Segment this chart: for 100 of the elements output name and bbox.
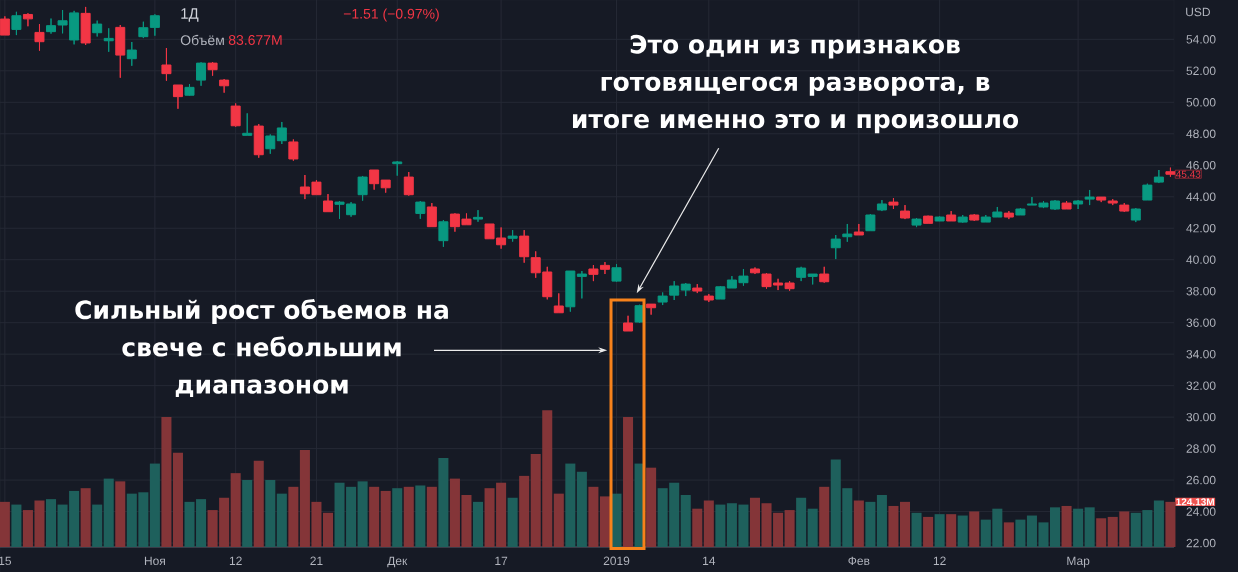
y-tick-label: 40.00 — [1186, 255, 1216, 264]
candlestick — [1096, 196, 1107, 203]
bar — [115, 481, 126, 547]
y-tick-label: 28.00 — [1186, 444, 1216, 453]
bar — [588, 486, 599, 547]
bar — [553, 493, 564, 547]
annotation: Сильный рост объемов на свече с небольшим диапазоном — [75, 299, 448, 397]
y-tick-label: 44.00 — [1186, 192, 1216, 201]
candlestick — [1119, 202, 1130, 213]
bar — [288, 486, 299, 547]
candlestick — [392, 160, 403, 177]
y-tick-label: 30.00 — [1186, 412, 1216, 422]
candlestick — [680, 282, 691, 297]
x-tick-label: 14 — [703, 556, 716, 565]
candlestick — [576, 270, 587, 299]
candlestick — [380, 179, 391, 194]
y-axis-title: USD — [1186, 7, 1210, 17]
bar — [161, 417, 172, 547]
candlestick — [161, 47, 172, 82]
bar — [438, 458, 449, 547]
candlestick — [692, 283, 703, 294]
candlestick — [1153, 169, 1164, 184]
candlestick — [819, 266, 830, 284]
bar — [380, 490, 391, 547]
bar — [80, 488, 91, 547]
candlestick — [196, 61, 207, 87]
annotation: 45.43 — [1175, 170, 1201, 178]
bar — [969, 511, 980, 547]
bar — [392, 488, 403, 547]
candlestick — [103, 27, 114, 53]
bar — [357, 481, 368, 547]
bar — [1165, 501, 1176, 547]
candlestick — [1084, 189, 1095, 206]
bar — [415, 485, 426, 547]
x-tick-label: Дек — [387, 556, 408, 568]
bar — [715, 504, 726, 547]
candlestick — [1003, 210, 1014, 220]
bar — [576, 471, 587, 547]
bar — [565, 463, 576, 547]
annotation: −1.51 (−0.97%) — [343, 8, 439, 22]
bar — [426, 486, 437, 547]
bar — [623, 417, 634, 547]
candlestick — [22, 12, 33, 27]
candlestick — [842, 223, 853, 243]
y-tick-label: 26.00 — [1186, 475, 1216, 485]
candlestick — [865, 213, 876, 232]
chart-title: 1Д — [181, 8, 199, 22]
candlestick — [357, 175, 368, 202]
bar — [1153, 500, 1164, 547]
candlestick — [426, 202, 437, 228]
candlestick — [322, 193, 333, 213]
annotation: 83.677M — [228, 35, 282, 45]
bar — [796, 497, 807, 547]
candlestick — [230, 102, 241, 128]
candlestick — [946, 210, 957, 222]
candlestick — [11, 11, 22, 36]
candlestick — [415, 200, 426, 220]
candlestick — [623, 315, 634, 332]
y-tick-label: 54.00 — [1186, 35, 1216, 44]
y-tick-label: 24.00 — [1186, 507, 1216, 516]
bar — [473, 501, 484, 547]
candlestick — [473, 209, 484, 223]
candlestick — [703, 293, 714, 303]
y-tick-label: 32.00 — [1186, 381, 1216, 390]
bar — [230, 473, 241, 547]
y-tick-label: 38.00 — [1186, 286, 1216, 296]
bar — [103, 478, 114, 547]
candlestick — [1142, 183, 1153, 201]
y-tick-label: 50.00 — [1186, 98, 1216, 107]
bar — [322, 512, 334, 547]
candlestick — [126, 41, 137, 67]
x-tick-label: 17 — [495, 556, 508, 565]
candlestick — [1061, 200, 1072, 210]
candlestick — [184, 83, 195, 97]
bar — [172, 452, 183, 547]
candlestick — [553, 292, 564, 314]
bar — [1073, 508, 1084, 547]
candlestick — [276, 121, 287, 145]
candlestick — [219, 78, 230, 94]
candlestick — [0, 15, 10, 36]
bar — [784, 510, 795, 547]
candlestick — [853, 223, 864, 236]
candlestick — [876, 199, 887, 212]
candlestick — [957, 214, 968, 224]
bar — [242, 479, 253, 547]
candlestick — [911, 217, 922, 228]
candlestick — [115, 24, 126, 79]
x-tick-label: Фев — [848, 556, 870, 566]
y-tick-label: 52.00 — [1186, 66, 1216, 76]
text: 124.13M — [1176, 498, 1214, 506]
x-tick-label: 21 — [310, 556, 323, 565]
candlestick — [888, 197, 899, 210]
candlestick — [34, 23, 45, 52]
bar — [507, 497, 518, 547]
candlestick — [900, 204, 910, 220]
y-tick-label: 42.00 — [1186, 223, 1216, 233]
x-tick-label: 12 — [229, 556, 242, 565]
y-tick-label: 36.00 — [1186, 318, 1216, 327]
bar — [0, 501, 10, 547]
candlestick — [438, 219, 449, 248]
